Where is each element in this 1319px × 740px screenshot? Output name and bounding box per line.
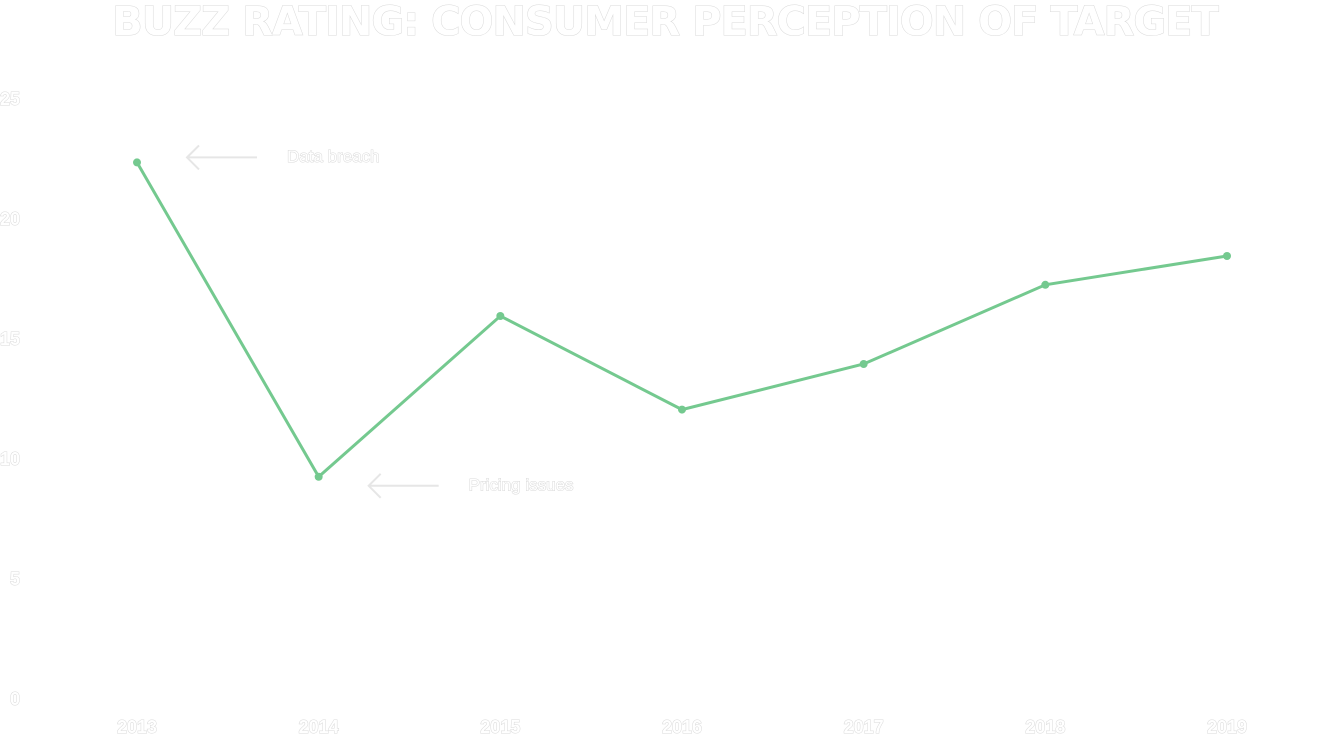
y-tick-label: 25 (0, 89, 20, 109)
y-tick-label: 0 (10, 689, 20, 709)
line (135, 161, 1228, 480)
y-tick-label: 15 (0, 329, 20, 349)
annotation-arrow (367, 473, 439, 499)
x-tick-label: 2017 (844, 717, 884, 737)
point (859, 360, 868, 368)
point (496, 312, 505, 320)
annotation-arrow (185, 144, 257, 171)
annotation: Pricing issues (469, 475, 574, 494)
x-tick-label: 2015 (480, 717, 520, 737)
x-tick-label: 2013 (117, 717, 157, 737)
point (133, 158, 141, 167)
x-tick-label: 2014 (299, 717, 339, 737)
y-tick-label: 10 (0, 449, 20, 469)
y-tick-label: 20 (0, 209, 20, 229)
chart-title: BUZZ RATING: CONSUMER PERCEPTION OF TARG… (112, 0, 1219, 45)
x-tick-label: 2018 (1025, 717, 1065, 737)
x-tick-label: 2016 (662, 717, 702, 737)
point (678, 405, 686, 414)
point (1223, 252, 1231, 260)
annotation: Data breach (287, 147, 380, 166)
point (314, 472, 323, 481)
y-tick-label: 5 (10, 569, 20, 589)
point (1041, 280, 1050, 289)
x-tick-label: 2019 (1207, 717, 1247, 737)
